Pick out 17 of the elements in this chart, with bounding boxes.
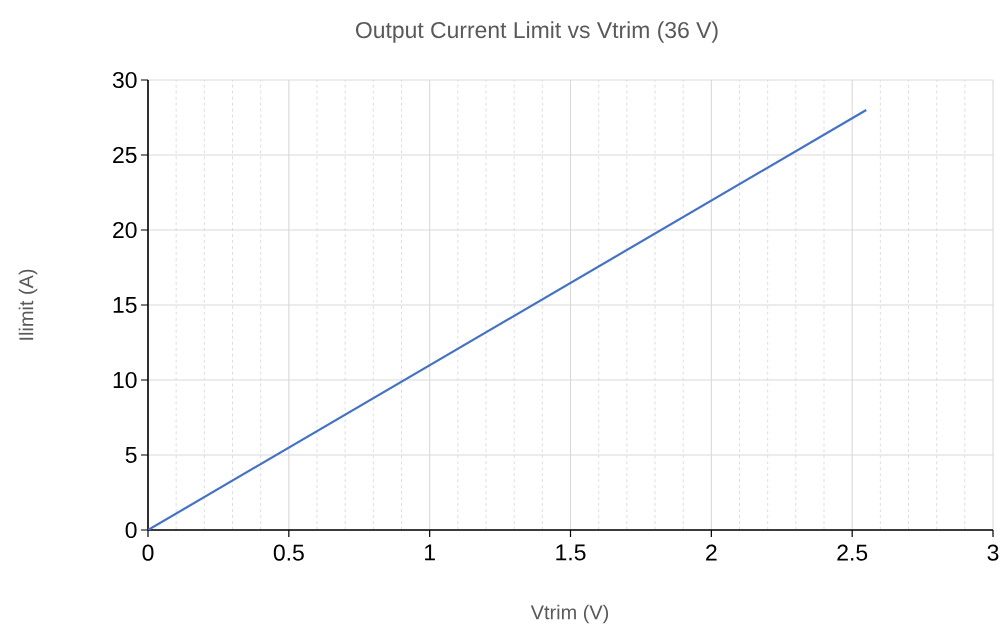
chart-title: Output Current Limit vs Vtrim (36 V) — [356, 21, 718, 43]
x-tick-label: 0 — [142, 544, 154, 561]
y-tick-label: 0 — [125, 521, 137, 539]
y-tick-label: 5 — [125, 447, 137, 463]
y-tick-label: 15 — [113, 297, 137, 313]
y-tick-label: 30 — [112, 71, 137, 89]
x-axis-title: Vtrim (V) — [530, 604, 609, 624]
x-tick-label: 2 — [706, 544, 717, 561]
x-tick-label: 0.5 — [273, 544, 304, 561]
x-tick-label: 2.5 — [837, 544, 868, 561]
x-tick-label: 3 — [987, 544, 999, 561]
y-tick-label: 20 — [113, 221, 137, 239]
y-tick-label: 10 — [113, 371, 137, 389]
y-axis-title: Ilimit (A) — [18, 269, 38, 340]
x-tick-label: 1.5 — [556, 544, 586, 561]
y-tick-label: 25 — [113, 146, 137, 164]
x-tick-label: 1 — [425, 544, 435, 561]
